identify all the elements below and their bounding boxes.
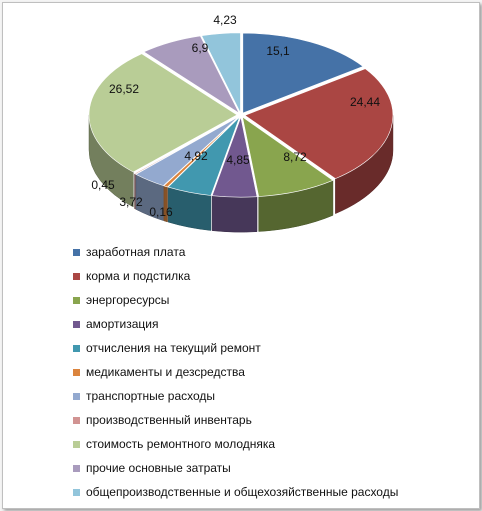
legend-item: производственный инвентарь — [73, 408, 473, 432]
pie-slice-5 — [163, 116, 240, 188]
pie-slice-4 — [167, 116, 240, 196]
data-label-0: 15,1 — [266, 44, 290, 58]
legend-swatch — [73, 248, 80, 256]
legend-label: прочие основные затраты — [86, 461, 231, 475]
pie-slice-3 — [211, 116, 258, 198]
pie-slice-0 — [242, 32, 364, 114]
legend-item: амортизация — [73, 312, 473, 336]
data-label-9: 6,9 — [192, 41, 209, 55]
legend-swatch — [73, 320, 80, 328]
legend-label: энергоресурсы — [86, 293, 170, 307]
legend-swatch — [73, 440, 80, 448]
data-label-7: 0,16 — [149, 205, 173, 219]
pie-slice-8 — [88, 53, 238, 173]
legend-swatch — [73, 344, 80, 352]
legend: заработная плата корма и подстилка энергор… — [73, 240, 473, 504]
legend-item: стоимость ремонтного молодняка — [73, 432, 473, 456]
legend-swatch — [73, 416, 80, 424]
legend-item: отчисления на текущий ремонт — [73, 336, 473, 360]
legend-label: общепроизводственные и общехозяйственные… — [86, 485, 399, 499]
pie-slice-1 — [244, 68, 394, 179]
pie-sides — [88, 114, 394, 233]
legend-swatch — [73, 488, 80, 496]
legend-item: прочие основные затраты — [73, 456, 473, 480]
pie-tops — [88, 32, 394, 198]
legend-item: заработная плата — [73, 240, 473, 264]
data-label-2: 8,72 — [283, 150, 307, 164]
legend-swatch — [73, 296, 80, 304]
legend-label: заработная плата — [86, 245, 186, 259]
legend-item: корма и подстилка — [73, 264, 473, 288]
pie-data-labels: 15,1 24,44 8,72 4,85 4,92 0,45 3,72 0,16 26,52 6,… — [91, 13, 380, 219]
legend-item: энергоресурсы — [73, 288, 473, 312]
legend-swatch — [73, 368, 80, 376]
pie-slice-10 — [201, 32, 241, 113]
legend-swatch — [73, 272, 80, 280]
data-label-8: 26,52 — [109, 82, 139, 96]
legend-swatch — [73, 392, 80, 400]
pie-chart: 15,1 24,44 8,72 4,85 4,92 0,45 3,72 0,16 26,52 6,… — [88, 13, 394, 233]
data-label-3: 4,85 — [226, 153, 250, 167]
pie-side-3 — [211, 195, 258, 233]
legend-item: транспортные расходы — [73, 384, 473, 408]
legend-label: производственный инвентарь — [86, 413, 252, 427]
legend-label: амортизация — [86, 317, 159, 331]
data-label-4: 4,92 — [184, 149, 208, 163]
legend-label: стоимость ремонтного молодняка — [86, 437, 276, 451]
pie-slice-6 — [135, 116, 239, 186]
legend-label: корма и подстилка — [86, 269, 191, 283]
legend-label: отчисления на текущий ремонт — [86, 341, 261, 355]
legend-label: медикаменты и дезсредства — [86, 365, 245, 379]
pie-slice-9 — [143, 35, 240, 114]
data-label-6: 3,72 — [119, 195, 143, 209]
data-label-1: 24,44 — [350, 95, 380, 109]
legend-label: транспортные расходы — [86, 389, 216, 403]
legend-item: медикаменты и дезсредства — [73, 360, 473, 384]
data-label-10: 4,23 — [213, 13, 237, 27]
data-label-5: 0,45 — [91, 178, 115, 192]
legend-item: общепроизводственные и общехозяйственные… — [73, 480, 473, 504]
pie-slice-7 — [133, 116, 239, 175]
pie-slice-2 — [242, 116, 334, 197]
legend-swatch — [73, 464, 80, 472]
